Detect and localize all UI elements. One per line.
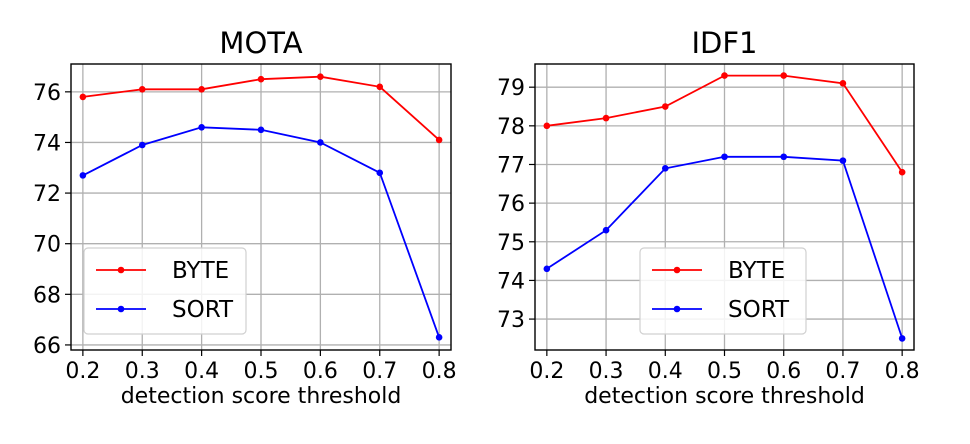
data-point-byte <box>898 168 906 176</box>
data-point-byte <box>198 86 205 93</box>
x-tick-label: 0.2 <box>65 359 100 384</box>
data-point-sort <box>257 126 265 134</box>
legend: BYTE SORT <box>639 247 807 335</box>
x-tick-label: 0.2 <box>529 359 564 384</box>
y-tick-label: 70 <box>33 233 61 258</box>
legend-label: SORT <box>728 297 790 323</box>
grid <box>71 64 451 350</box>
y-tick-label: 78 <box>497 115 525 140</box>
data-point-byte <box>79 93 87 101</box>
x-axis-label: detection score threshold <box>121 384 402 409</box>
x-tick-label: 0.4 <box>648 359 683 384</box>
y-tick-label: 77 <box>497 153 525 178</box>
legend-label: BYTE <box>728 258 785 284</box>
x-tick-label: 0.6 <box>766 359 801 384</box>
y-tick-label: 76 <box>33 81 61 106</box>
data-point-sort <box>79 172 87 179</box>
y-tick-label: 76 <box>497 192 525 217</box>
legend-swatch-marker <box>117 305 125 313</box>
data-point-sort <box>602 226 610 234</box>
data-point-byte <box>543 122 551 130</box>
x-axis-label: detection score threshold <box>584 384 865 409</box>
data-point-byte <box>661 103 669 110</box>
data-point-sort <box>198 123 205 131</box>
data-point-byte <box>721 72 728 79</box>
data-point-sort <box>317 139 324 146</box>
y-tick-label: 74 <box>497 269 525 294</box>
chart-0: 0.2 0.3 0.4 0.5 0.6 0.7 0.8 66 68 70 72 74 76 MOTA det… <box>33 26 457 409</box>
y-tick-label: 74 <box>33 131 61 156</box>
x-tick-label: 0.5 <box>244 359 279 384</box>
data-point-byte <box>435 136 443 144</box>
y-tick-label: 79 <box>497 76 525 101</box>
data-point-byte <box>317 73 324 80</box>
legend-swatch-marker <box>673 266 681 274</box>
data-point-sort <box>661 165 669 172</box>
x-tick-label: 0.7 <box>825 359 860 384</box>
data-point-sort <box>138 141 146 149</box>
y-tick-label: 66 <box>33 334 61 359</box>
data-point-byte <box>780 72 788 79</box>
data-point-byte <box>602 114 610 122</box>
x-tick-label: 0.4 <box>184 359 219 384</box>
legend-label: BYTE <box>172 258 229 284</box>
data-point-sort <box>543 265 551 273</box>
x-tick-label: 0.5 <box>707 359 742 384</box>
y-tick-label: 68 <box>33 283 61 308</box>
data-point-sort <box>721 153 728 161</box>
legend-swatch-marker <box>117 266 125 274</box>
y-tick-label: 73 <box>497 308 525 333</box>
legend-swatch-marker <box>673 305 681 313</box>
data-point-byte <box>839 80 847 87</box>
data-point-sort <box>435 334 443 341</box>
x-tick-label: 0.8 <box>422 359 457 384</box>
x-tick-label: 0.3 <box>589 359 624 384</box>
chart-1: 0.2 0.3 0.4 0.5 0.6 0.7 0.8 73 74 75 76 77 78 79 IDF1 d… <box>497 26 920 409</box>
grid <box>535 64 914 350</box>
y-tick-label: 75 <box>497 231 525 256</box>
legend: BYTE SORT <box>83 247 247 335</box>
data-point-sort <box>839 157 847 164</box>
y-tick-label: 72 <box>33 182 61 207</box>
legend-label: SORT <box>172 297 234 323</box>
data-point-byte <box>257 75 265 83</box>
x-tick-label: 0.8 <box>885 359 920 384</box>
data-point-sort <box>898 335 906 342</box>
x-tick-label: 0.3 <box>125 359 160 384</box>
data-point-byte <box>138 86 146 93</box>
data-point-sort <box>780 153 788 161</box>
x-tick-label: 0.7 <box>362 359 397 384</box>
chart-title: IDF1 <box>691 26 757 60</box>
chart-title: MOTA <box>219 26 302 60</box>
data-point-sort <box>376 169 384 177</box>
x-tick-label: 0.6 <box>303 359 338 384</box>
data-point-byte <box>376 83 384 91</box>
